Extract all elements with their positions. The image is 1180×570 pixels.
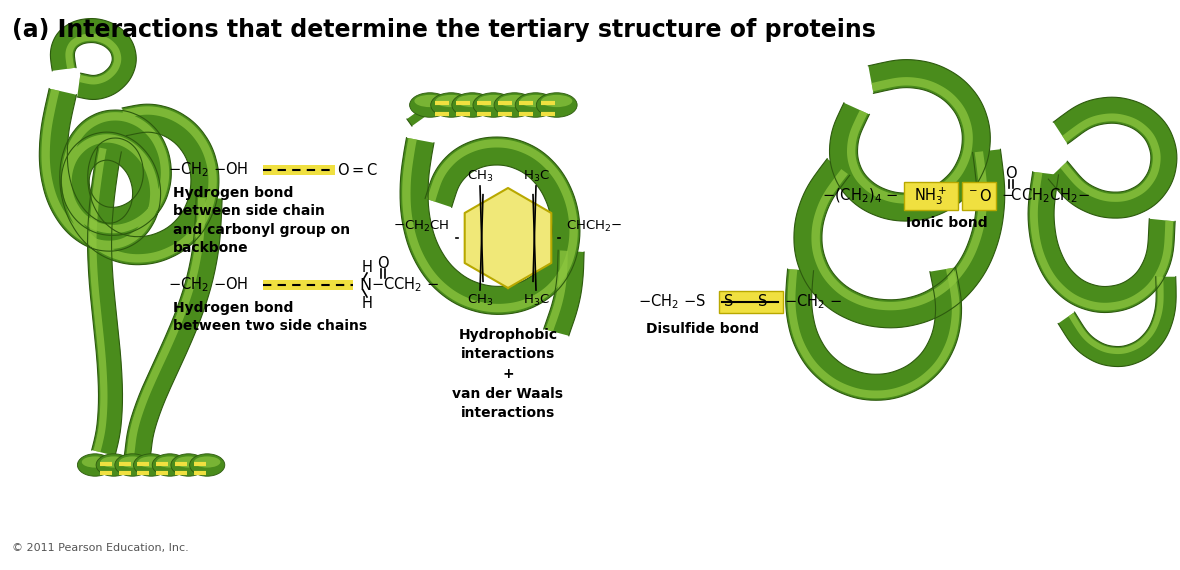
Ellipse shape: [457, 95, 487, 107]
Polygon shape: [1048, 97, 1176, 218]
Ellipse shape: [414, 95, 446, 107]
Polygon shape: [400, 137, 579, 315]
Text: O: O: [378, 255, 389, 271]
Ellipse shape: [190, 454, 225, 476]
Ellipse shape: [542, 95, 572, 107]
Polygon shape: [1028, 172, 1175, 312]
Ellipse shape: [171, 454, 206, 476]
Polygon shape: [402, 138, 578, 312]
Text: Hydrogen bond
between side chain
and carbonyl group on
backbone: Hydrogen bond between side chain and car…: [173, 186, 350, 255]
Polygon shape: [126, 197, 206, 457]
Ellipse shape: [152, 454, 188, 476]
Text: $-$CCH$_2$ $-$: $-$CCH$_2$ $-$: [371, 276, 439, 294]
Text: NH$_3^+$: NH$_3^+$: [914, 185, 948, 207]
Polygon shape: [39, 88, 219, 264]
Ellipse shape: [537, 93, 577, 117]
FancyBboxPatch shape: [263, 280, 353, 290]
Text: H$_3$C: H$_3$C: [523, 169, 550, 184]
Polygon shape: [786, 267, 962, 400]
Polygon shape: [65, 34, 122, 84]
Ellipse shape: [452, 93, 492, 117]
Polygon shape: [545, 250, 568, 332]
Text: © 2011 Pearson Education, Inc.: © 2011 Pearson Education, Inc.: [12, 543, 189, 553]
Polygon shape: [847, 77, 972, 203]
Ellipse shape: [81, 457, 109, 467]
Ellipse shape: [176, 457, 202, 467]
Text: CHCH$_2$$-$: CHCH$_2$$-$: [566, 218, 623, 234]
Text: CH$_3$: CH$_3$: [467, 169, 493, 184]
Text: H: H: [361, 259, 373, 275]
Text: H: H: [361, 295, 373, 311]
Ellipse shape: [435, 95, 467, 107]
Text: S: S: [725, 295, 734, 310]
Polygon shape: [124, 197, 222, 460]
Polygon shape: [787, 268, 959, 398]
Polygon shape: [1060, 113, 1161, 202]
Text: Ionic bond: Ionic bond: [906, 216, 988, 230]
Text: $^-$O: $^-$O: [966, 188, 992, 204]
Polygon shape: [420, 105, 432, 117]
Text: $-$CH$_2$ $-$: $-$CH$_2$ $-$: [784, 292, 843, 311]
Ellipse shape: [409, 93, 451, 117]
FancyBboxPatch shape: [904, 182, 958, 210]
Text: $-$(CH$_2$)$_4$ $-$: $-$(CH$_2$)$_4$ $-$: [822, 187, 898, 205]
Polygon shape: [87, 147, 123, 456]
Ellipse shape: [114, 454, 150, 476]
Text: Hydrogen bond
between two side chains: Hydrogen bond between two side chains: [173, 301, 367, 333]
Polygon shape: [1068, 276, 1163, 354]
Polygon shape: [407, 104, 433, 126]
Ellipse shape: [96, 454, 131, 476]
Ellipse shape: [100, 457, 127, 467]
Ellipse shape: [473, 93, 513, 117]
Text: $-$CH$_2$ $-$OH: $-$CH$_2$ $-$OH: [168, 161, 249, 180]
Text: S: S: [758, 295, 767, 310]
Text: $-$CH$_2$ $-$S: $-$CH$_2$ $-$S: [638, 292, 706, 311]
Ellipse shape: [494, 93, 535, 117]
Ellipse shape: [194, 457, 221, 467]
Text: $-\!$CCH$_2$CH$_2$$-$: $-\!$CCH$_2$CH$_2$$-$: [1001, 186, 1090, 205]
Ellipse shape: [516, 93, 556, 117]
Polygon shape: [1030, 172, 1173, 311]
Polygon shape: [90, 148, 107, 452]
Ellipse shape: [78, 454, 112, 476]
FancyBboxPatch shape: [962, 182, 996, 210]
Polygon shape: [544, 250, 584, 336]
Text: Disulfide bond: Disulfide bond: [645, 322, 759, 336]
FancyBboxPatch shape: [263, 165, 335, 175]
Text: N: N: [359, 278, 372, 292]
Ellipse shape: [157, 457, 183, 467]
Polygon shape: [41, 89, 217, 263]
Ellipse shape: [431, 93, 472, 117]
Polygon shape: [830, 60, 990, 221]
Text: CH$_3$: CH$_3$: [467, 292, 493, 308]
Polygon shape: [465, 188, 551, 288]
Ellipse shape: [138, 457, 164, 467]
Ellipse shape: [520, 95, 551, 107]
Text: Hydrophobic
interactions
+
van der Waals
interactions: Hydrophobic interactions + van der Waals…: [452, 328, 564, 420]
Ellipse shape: [119, 457, 145, 467]
Text: H$_3$C: H$_3$C: [523, 292, 550, 308]
Polygon shape: [1058, 276, 1176, 367]
Text: (a) Interactions that determine the tertiary structure of proteins: (a) Interactions that determine the tert…: [12, 18, 876, 42]
Ellipse shape: [133, 454, 169, 476]
Ellipse shape: [499, 95, 530, 107]
Ellipse shape: [478, 95, 509, 107]
Polygon shape: [51, 19, 136, 100]
Polygon shape: [794, 149, 1004, 328]
Text: $-$CH$_2$ $-$OH: $-$CH$_2$ $-$OH: [168, 276, 249, 294]
Text: O: O: [1005, 166, 1017, 181]
Polygon shape: [812, 151, 988, 310]
FancyBboxPatch shape: [719, 291, 784, 313]
Text: O$=$C: O$=$C: [337, 162, 378, 178]
Text: $-$CH$_2$CH: $-$CH$_2$CH: [393, 218, 450, 234]
